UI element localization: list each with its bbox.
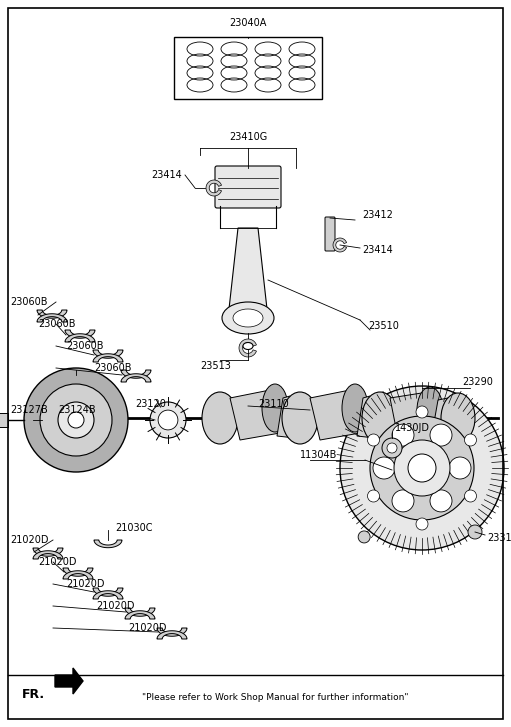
Circle shape [340,386,504,550]
Text: 23510: 23510 [368,321,399,331]
Text: 23410G: 23410G [229,132,267,142]
Polygon shape [310,390,360,440]
Ellipse shape [417,387,443,433]
Polygon shape [65,334,95,342]
Polygon shape [157,628,187,636]
Circle shape [373,457,395,479]
Polygon shape [33,551,63,559]
Polygon shape [37,314,67,322]
Polygon shape [125,611,155,619]
Text: 23060B: 23060B [94,363,131,373]
Circle shape [382,438,402,458]
Circle shape [464,490,476,502]
Circle shape [468,525,482,539]
Text: FR.: FR. [22,688,45,702]
Polygon shape [65,330,95,338]
Text: 23060B: 23060B [38,319,76,329]
Text: "Please refer to Work Shop Manual for further information": "Please refer to Work Shop Manual for fu… [142,693,408,702]
Polygon shape [230,390,280,440]
Bar [0,413,8,427]
Circle shape [408,454,436,482]
Polygon shape [93,591,123,599]
Polygon shape [357,396,375,438]
Circle shape [464,434,476,446]
Polygon shape [63,571,93,579]
Polygon shape [55,668,83,694]
Circle shape [367,434,380,446]
Polygon shape [93,588,123,596]
Ellipse shape [222,302,274,334]
Polygon shape [121,374,151,382]
Polygon shape [121,370,151,378]
FancyBboxPatch shape [215,166,281,208]
Text: 21020D: 21020D [128,623,167,633]
Circle shape [150,402,186,438]
Ellipse shape [202,392,238,444]
Polygon shape [333,238,346,252]
Circle shape [392,490,414,512]
Text: 23311A: 23311A [487,533,511,543]
Circle shape [430,424,452,446]
Circle shape [387,443,397,453]
Bar [174,37,322,99]
Polygon shape [33,548,63,556]
Polygon shape [390,392,438,438]
Circle shape [68,412,84,428]
Circle shape [394,440,450,496]
Polygon shape [125,608,155,616]
Text: 23110: 23110 [258,399,289,409]
Polygon shape [94,540,122,547]
Polygon shape [239,339,257,357]
Text: 23414: 23414 [362,245,393,255]
Text: 23127B: 23127B [10,405,48,415]
FancyBboxPatch shape [325,217,335,251]
Circle shape [416,406,428,418]
Circle shape [416,518,428,530]
Ellipse shape [243,342,253,350]
Circle shape [24,368,128,472]
Circle shape [158,410,178,430]
Polygon shape [432,398,453,436]
Text: 23290: 23290 [462,377,493,387]
Circle shape [40,384,112,456]
Circle shape [449,457,471,479]
Polygon shape [228,228,268,318]
Ellipse shape [233,309,263,327]
Text: 21020D: 21020D [96,601,134,611]
Text: 21020D: 21020D [10,535,49,545]
Circle shape [370,416,474,520]
Polygon shape [93,350,123,358]
Ellipse shape [362,392,398,444]
Text: 23040A: 23040A [229,18,267,28]
Circle shape [430,490,452,512]
Text: 21020D: 21020D [38,557,77,567]
Text: 23513: 23513 [200,361,231,371]
Text: 23414: 23414 [151,170,182,180]
Text: 1430JD: 1430JD [395,423,430,433]
Circle shape [367,490,380,502]
Polygon shape [157,631,187,639]
Ellipse shape [342,384,368,432]
Text: 21020D: 21020D [66,579,105,589]
Circle shape [392,424,414,446]
Polygon shape [63,568,93,577]
Ellipse shape [282,392,318,444]
Text: 23060B: 23060B [66,341,104,351]
Text: 23412: 23412 [362,210,393,220]
Text: 23120: 23120 [135,399,166,409]
Text: 23124B: 23124B [58,405,96,415]
Circle shape [358,531,370,543]
Polygon shape [93,354,123,362]
Text: 21030C: 21030C [115,523,152,533]
Circle shape [58,402,94,438]
Ellipse shape [262,384,288,432]
Polygon shape [37,310,67,318]
Polygon shape [206,180,221,196]
Text: 11304B: 11304B [300,450,337,460]
Text: 23060B: 23060B [10,297,48,307]
Ellipse shape [441,393,475,443]
Polygon shape [277,396,295,438]
